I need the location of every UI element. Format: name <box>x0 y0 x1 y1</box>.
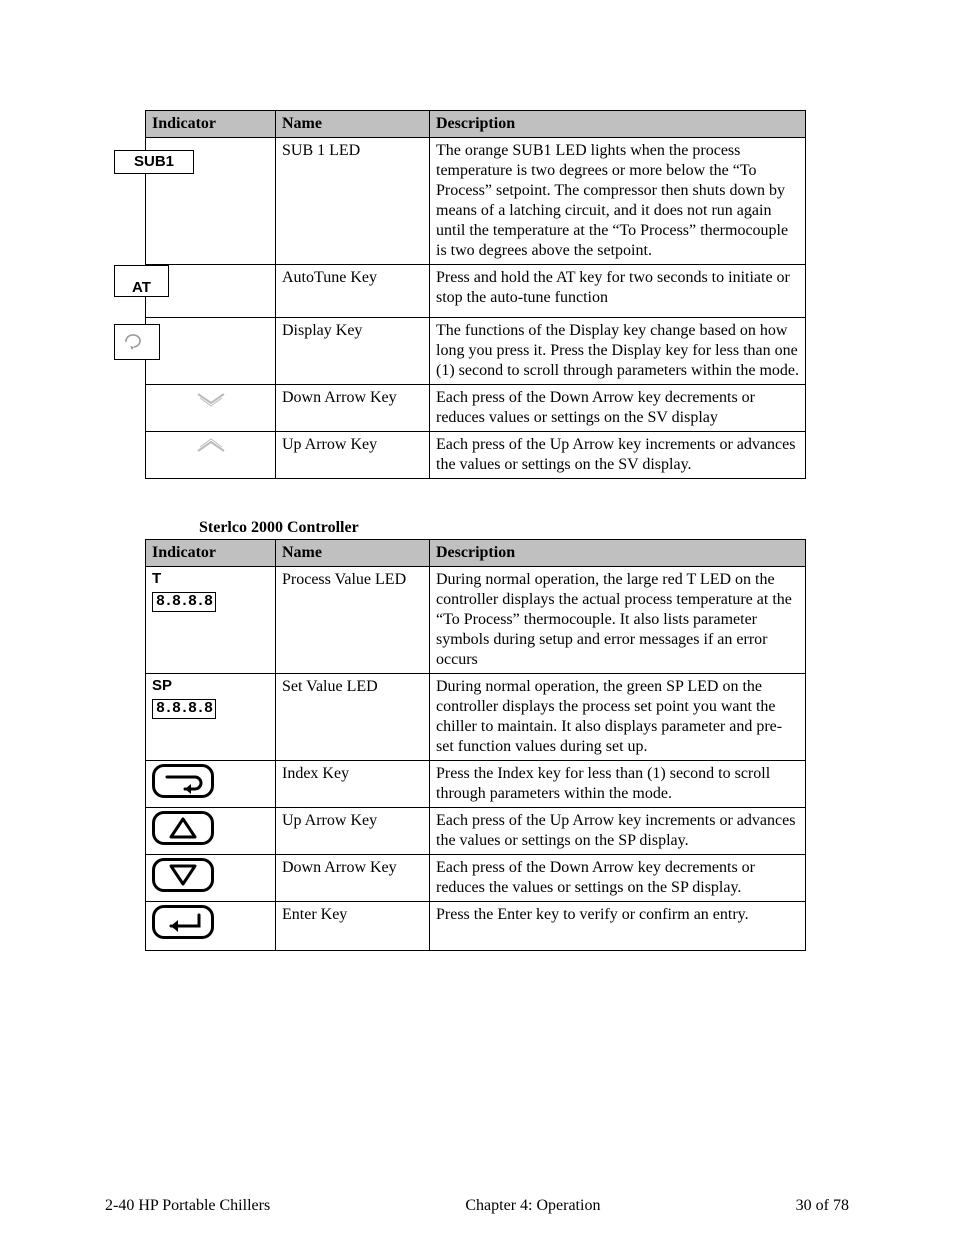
cell-desc: Press the Index key for less than (1) se… <box>430 761 806 808</box>
table-row: SUB1 SUB 1 LED The orange SUB1 LED light… <box>146 138 806 265</box>
cell-name: Process Value LED <box>276 567 430 674</box>
table2-caption: Sterlco 2000 Controller <box>199 519 849 537</box>
footer-left: 2-40 HP Portable Chillers <box>105 1197 270 1215</box>
table-row: Index Key Press the Index key for less t… <box>146 761 806 808</box>
th-name: Name <box>276 111 430 138</box>
seven-segment-display: 8.8.8.8 <box>152 592 216 612</box>
table-row: AT AutoTune Key Press and hold the AT ke… <box>146 265 806 318</box>
cell-name: Down Arrow Key <box>276 855 430 902</box>
chevron-down-icon <box>194 391 228 407</box>
th-desc: Description <box>430 540 806 567</box>
table-row: SP 8.8.8.8 Set Value LED During normal o… <box>146 674 806 761</box>
display-key-indicator-box <box>114 324 160 360</box>
sub1-indicator-box: SUB1 <box>114 150 194 174</box>
cell-name: AutoTune Key <box>276 265 430 318</box>
th-indicator: Indicator <box>146 540 276 567</box>
cell-name: Down Arrow Key <box>276 385 430 432</box>
table-row: Up Arrow Key Each press of the Up Arrow … <box>146 808 806 855</box>
cell-desc: During normal operation, the green SP LE… <box>430 674 806 761</box>
table-row: Enter Key Press the Enter key to verify … <box>146 902 806 951</box>
cell-name: Up Arrow Key <box>276 432 430 479</box>
th-desc: Description <box>430 111 806 138</box>
th-indicator: Indicator <box>146 111 276 138</box>
t-led-label: T <box>152 570 269 589</box>
chevron-up-icon <box>194 438 228 454</box>
page-footer: 2-40 HP Portable Chillers Chapter 4: Ope… <box>105 1197 849 1215</box>
page: Indicator Name Description SUB1 SUB 1 LE… <box>0 0 954 1235</box>
footer-right: 30 of 78 <box>796 1197 849 1215</box>
cell-name: Up Arrow Key <box>276 808 430 855</box>
return-arrow-icon <box>122 332 152 352</box>
down-arrow-key-icon <box>152 858 214 892</box>
index-key-icon <box>152 764 214 798</box>
at-indicator-box: AT <box>114 265 169 297</box>
cell-desc: Each press of the Down Arrow key decreme… <box>430 385 806 432</box>
cell-desc: Each press of the Up Arrow key increment… <box>430 432 806 479</box>
cell-desc: Each press of the Up Arrow key increment… <box>430 808 806 855</box>
table-row: Down Arrow Key Each press of the Down Ar… <box>146 385 806 432</box>
up-arrow-key-icon <box>152 811 214 845</box>
cell-desc: During normal operation, the large red T… <box>430 567 806 674</box>
cell-name: Display Key <box>276 318 430 385</box>
th-name: Name <box>276 540 430 567</box>
table-row: T 8.8.8.8 Process Value LED During norma… <box>146 567 806 674</box>
cell-desc: The orange SUB1 LED lights when the proc… <box>430 138 806 265</box>
cell-name: Set Value LED <box>276 674 430 761</box>
table-row: Display Key The functions of the Display… <box>146 318 806 385</box>
indicator-table-1: Indicator Name Description SUB1 SUB 1 LE… <box>145 110 806 479</box>
footer-center: Chapter 4: Operation <box>465 1197 600 1215</box>
cell-name: Index Key <box>276 761 430 808</box>
cell-desc: Press the Enter key to verify or confirm… <box>430 902 806 951</box>
enter-key-icon <box>152 905 214 939</box>
table-row: Up Arrow Key Each press of the Up Arrow … <box>146 432 806 479</box>
cell-name: SUB 1 LED <box>276 138 430 265</box>
sp-led-label: SP <box>152 677 269 696</box>
seven-segment-display: 8.8.8.8 <box>152 699 216 719</box>
cell-desc: The functions of the Display key change … <box>430 318 806 385</box>
indicator-table-2: Indicator Name Description T 8.8.8.8 Pro… <box>145 539 806 951</box>
table-row: Down Arrow Key Each press of the Down Ar… <box>146 855 806 902</box>
cell-desc: Press and hold the AT key for two second… <box>430 265 806 318</box>
cell-name: Enter Key <box>276 902 430 951</box>
cell-desc: Each press of the Down Arrow key decreme… <box>430 855 806 902</box>
